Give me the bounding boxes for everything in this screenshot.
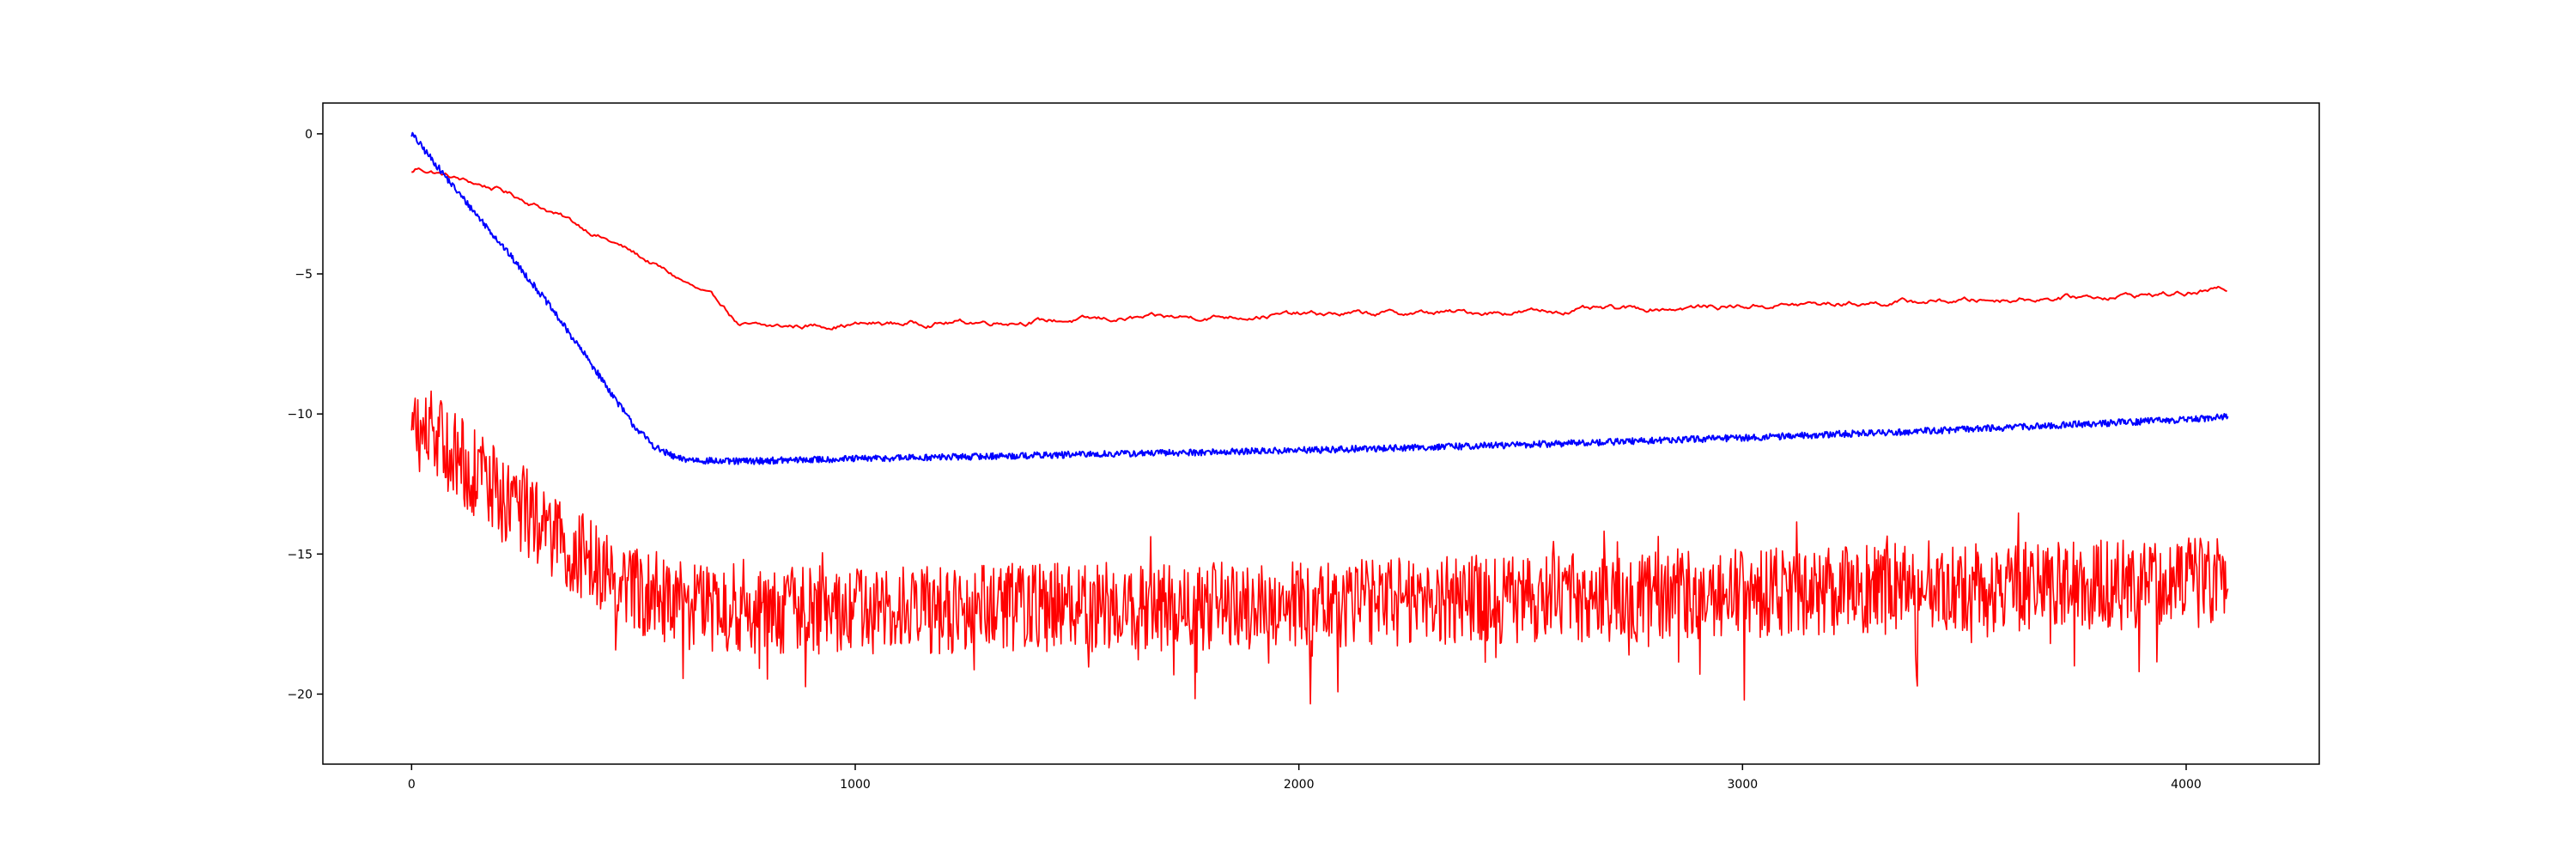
x-tick-label: 2000: [1284, 778, 1315, 792]
series-layer: [410, 131, 2229, 705]
plot-frame: [322, 102, 2320, 765]
x-tick-label: 4000: [2171, 778, 2202, 792]
x-axis: 0 1000 2000 3000 4000: [408, 764, 2202, 792]
y-tick-label: −20: [287, 688, 313, 701]
y-tick-label: −10: [287, 408, 313, 422]
x-tick-label: 1000: [840, 778, 871, 792]
y-tick-label: −5: [295, 268, 313, 282]
series-line-2: [410, 131, 2229, 465]
series-line-3: [410, 390, 2229, 705]
x-tick-label: 0: [408, 778, 416, 792]
y-tick-label: −15: [287, 548, 313, 562]
x-tick-label: 3000: [1728, 778, 1759, 792]
series-line-1: [410, 167, 2227, 331]
y-axis: 0 −5 −10 −15 −20: [287, 128, 323, 701]
y-tick-label: 0: [305, 128, 313, 142]
